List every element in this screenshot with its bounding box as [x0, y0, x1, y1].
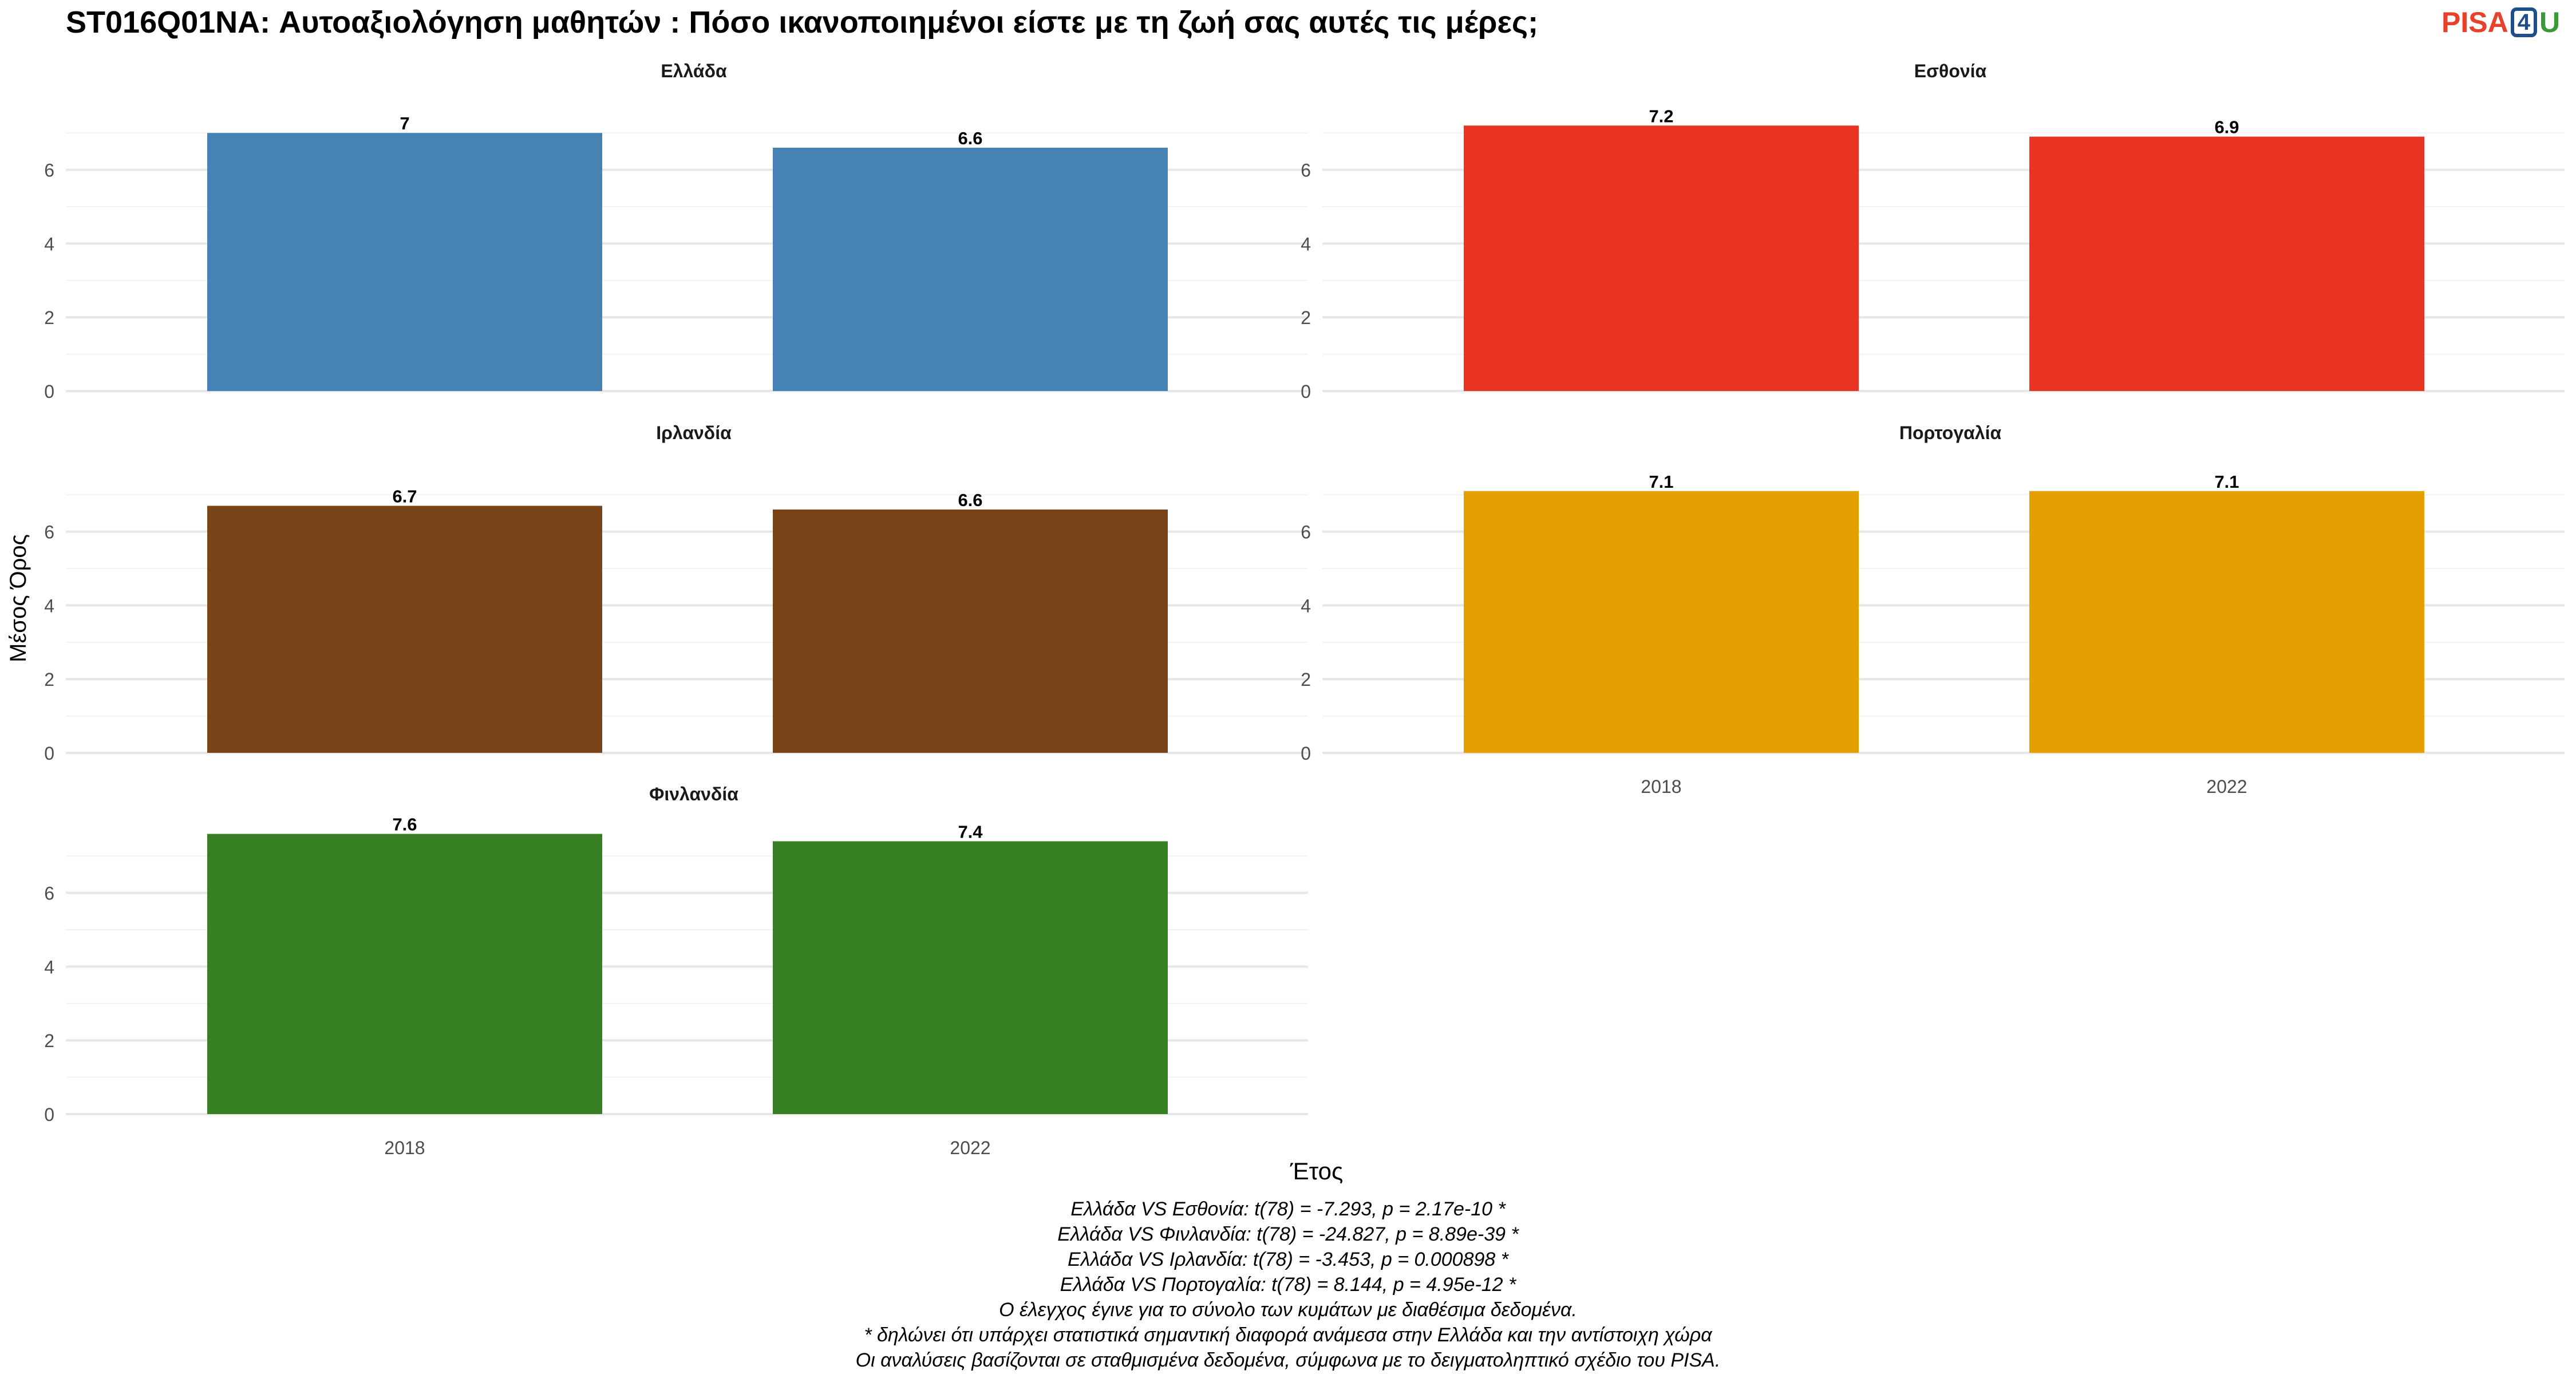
bar [773, 147, 1168, 391]
note-line: * δηλώνει ότι υπάρχει στατιστικά σημαντι… [864, 1324, 1712, 1346]
bar-value-label: 6.9 [2214, 117, 2239, 137]
y-tick-label: 2 [44, 669, 54, 690]
y-tick-label: 0 [1301, 381, 1311, 402]
y-tick-label: 4 [44, 234, 54, 254]
bar-value-label: 7.6 [392, 815, 417, 835]
facet-title: Ελλάδα [661, 61, 727, 81]
y-tick-label: 6 [1301, 522, 1311, 543]
x-axis-label: Έτος [1290, 1158, 1344, 1185]
logo-text-u: U [2539, 6, 2561, 38]
y-tick-label: 4 [1301, 595, 1311, 616]
pisa4u-logo: PISA 4 U [2441, 6, 2560, 39]
note-line: Ελλάδα VS Φινλανδία: t(78) = -24.827, p … [1057, 1223, 1519, 1245]
bar [773, 841, 1168, 1114]
y-tick-label: 4 [1301, 234, 1311, 254]
y-tick-label: 4 [44, 595, 54, 616]
bar-value-label: 7.1 [1649, 472, 1673, 492]
y-tick-label: 0 [44, 743, 54, 764]
note-line: Ελλάδα VS Ιρλανδία: t(78) = -3.453, p = … [1068, 1249, 1508, 1270]
bar [207, 133, 602, 391]
chart-title: ST016Q01NA: Αυτοαξιολόγηση μαθητών : Πόσ… [66, 5, 1539, 40]
y-tick-label: 2 [44, 307, 54, 328]
y-tick-label: 6 [44, 522, 54, 543]
bar-value-label: 7.1 [2214, 472, 2239, 492]
bar-value-label: 7 [400, 113, 409, 133]
bar [2029, 136, 2424, 391]
y-tick-label: 0 [1301, 743, 1311, 764]
y-tick-label: 2 [1301, 307, 1311, 328]
bar [1464, 491, 1859, 753]
bar-value-label: 6.6 [958, 128, 982, 148]
x-tick-label: 2018 [384, 1138, 425, 1158]
facet-title: Εσθονία [1914, 61, 1987, 81]
bar-value-label: 6.7 [392, 487, 417, 507]
facet-title: Ιρλανδία [656, 423, 732, 443]
y-tick-label: 0 [44, 1104, 54, 1125]
y-tick-label: 6 [44, 160, 54, 181]
x-tick-label: 2022 [950, 1138, 990, 1158]
note-line: Ελλάδα VS Πορτογαλία: t(78) = 8.144, p =… [1060, 1274, 1516, 1296]
x-tick-label: 2022 [2206, 776, 2247, 797]
facet-title: Φινλανδία [649, 784, 738, 804]
note-line: Ο έλεγχος έγινε για το σύνολο των κυμάτω… [999, 1299, 1577, 1321]
y-tick-label: 6 [1301, 160, 1311, 181]
facet-title: Πορτογαλία [1899, 423, 2002, 443]
logo-text-pisa: PISA [2441, 6, 2508, 38]
statistical-notes: Ελλάδα VS Εσθονία: t(78) = -7.293, p = 2… [630, 1197, 1946, 1373]
bar [1464, 125, 1859, 391]
note-line: Οι αναλύσεις βασίζονται σε σταθμισμένα δ… [855, 1349, 1721, 1371]
y-tick-label: 2 [1301, 669, 1311, 690]
bar [2029, 491, 2424, 753]
y-tick-label: 6 [44, 883, 54, 904]
bar-value-label: 6.6 [958, 490, 982, 510]
bar-value-label: 7.4 [958, 822, 983, 842]
y-tick-label: 4 [44, 957, 54, 977]
bar [773, 509, 1168, 753]
y-tick-label: 2 [44, 1030, 54, 1051]
y-tick-label: 0 [44, 381, 54, 402]
logo-text-four: 4 [2510, 7, 2537, 37]
bar-value-label: 7.2 [1649, 106, 1673, 126]
note-line: Ελλάδα VS Εσθονία: t(78) = -7.293, p = 2… [1070, 1198, 1506, 1220]
y-axis-label: Μέσος Όρος [6, 534, 31, 662]
bar [207, 506, 602, 753]
x-tick-label: 2018 [1641, 776, 1681, 797]
bar [207, 834, 602, 1114]
